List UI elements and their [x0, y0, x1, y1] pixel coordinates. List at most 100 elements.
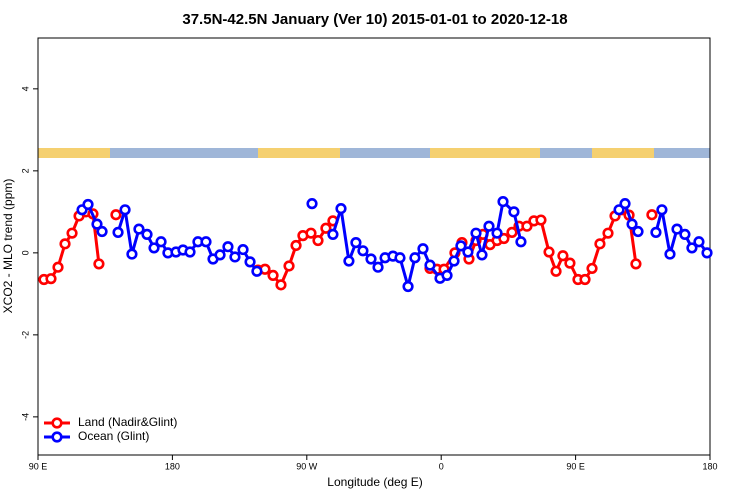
- data-point: [656, 204, 668, 216]
- data-point: [579, 273, 591, 286]
- data-point: [290, 239, 302, 252]
- data-point: [141, 228, 153, 241]
- data-point: [455, 240, 467, 252]
- data-point: [679, 228, 691, 241]
- x-tick-label: 0: [439, 461, 444, 471]
- plot-frame: [37, 37, 711, 456]
- data-point: [119, 204, 131, 216]
- data-point: [126, 248, 138, 260]
- y-tick-label: 4: [20, 86, 30, 91]
- data-point: [701, 247, 713, 259]
- data-point: [646, 209, 658, 221]
- data-point: [619, 198, 631, 210]
- land-strip: [38, 148, 110, 158]
- data-point: [93, 258, 105, 270]
- data-point: [535, 214, 547, 226]
- data-point: [508, 206, 520, 218]
- data-point: [305, 227, 317, 239]
- legend: Land (Nadir&Glint)Ocean (Glint): [44, 415, 177, 443]
- data-point: [320, 222, 332, 234]
- data-point: [45, 273, 57, 285]
- data-point: [59, 238, 71, 250]
- data-point: [498, 232, 510, 245]
- data-point: [82, 198, 94, 211]
- data-point: [441, 269, 453, 282]
- data-point: [112, 226, 124, 238]
- data-point: [476, 249, 488, 261]
- data-point: [229, 251, 241, 263]
- data-point: [133, 223, 145, 235]
- chart-title: 37.5N-42.5N January (Ver 10) 2015-01-01 …: [182, 11, 567, 28]
- legend-label: Land (Nadir&Glint): [78, 415, 177, 429]
- data-point: [632, 225, 644, 238]
- data-point: [184, 246, 196, 258]
- data-point: [497, 196, 509, 208]
- data-point: [312, 234, 324, 247]
- data-point: [594, 238, 606, 250]
- legend-label: Ocean (Glint): [78, 429, 149, 443]
- data-point: [630, 258, 642, 270]
- data-point: [424, 259, 436, 271]
- y-tick-label: 0: [20, 250, 30, 255]
- data-point: [448, 255, 460, 267]
- data-point: [52, 261, 64, 273]
- series-line: [43, 210, 101, 281]
- x-tick-label: 180: [165, 461, 180, 471]
- data-point: [214, 249, 226, 261]
- data-point: [244, 256, 256, 268]
- data-point: [306, 198, 318, 210]
- land-strip: [258, 148, 340, 158]
- data-point: [267, 269, 279, 282]
- data-point: [402, 280, 414, 293]
- data-point: [237, 243, 249, 256]
- data-point: [350, 237, 362, 249]
- data-point: [409, 252, 421, 264]
- data-point: [251, 265, 263, 277]
- data-point: [693, 236, 705, 248]
- data-point: [543, 246, 555, 258]
- data-point: [664, 248, 676, 260]
- data-point: [470, 227, 482, 239]
- data-point: [96, 225, 108, 238]
- x-tick-label: 90 E: [29, 461, 48, 471]
- data-point: [586, 262, 598, 275]
- data-point: [283, 260, 295, 272]
- legend-marker: [51, 417, 63, 429]
- data-point: [275, 279, 287, 291]
- data-point: [506, 226, 518, 238]
- data-point: [564, 257, 576, 269]
- data-point: [343, 255, 355, 267]
- data-point: [200, 236, 212, 248]
- x-axis-label: Longitude (deg E): [327, 475, 422, 489]
- data-point: [626, 218, 638, 230]
- data-point: [483, 220, 495, 232]
- data-point: [462, 246, 474, 258]
- land-strip: [592, 148, 654, 158]
- data-point: [557, 250, 569, 262]
- data-point: [357, 245, 369, 257]
- y-tick-label: 2: [20, 168, 30, 173]
- y-tick-label: -2: [20, 331, 30, 339]
- data-point: [491, 227, 503, 239]
- data-point: [327, 228, 339, 241]
- data-point: [417, 243, 429, 255]
- data-point: [365, 253, 377, 265]
- data-point: [394, 252, 406, 264]
- data-point: [335, 202, 347, 215]
- x-tick-label: 180: [702, 461, 717, 471]
- data-point: [650, 226, 662, 238]
- y-axis-label: XCO2 - MLO trend (ppm): [1, 179, 15, 314]
- x-tick-label: 90 W: [296, 461, 318, 471]
- data-point: [372, 261, 384, 273]
- data-point: [148, 242, 160, 254]
- x-tick-label: 90 E: [566, 461, 585, 471]
- data-point: [671, 223, 683, 235]
- data-point: [521, 220, 533, 232]
- map-strip: [38, 148, 710, 158]
- ocean-strip: [38, 148, 710, 158]
- legend-marker: [51, 431, 63, 443]
- data-point: [155, 236, 167, 248]
- land-strip: [430, 148, 540, 158]
